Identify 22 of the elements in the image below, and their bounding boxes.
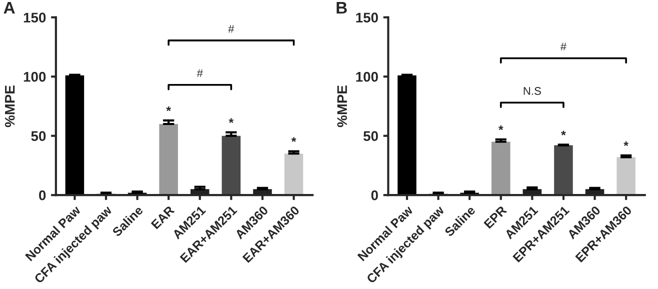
annotation: * — [166, 106, 172, 112]
y-tick-label: 50 — [31, 131, 46, 141]
annotation: # — [196, 69, 203, 78]
y-tick-label: 100 — [24, 72, 46, 82]
y-axis-title: %MPE — [4, 86, 15, 128]
y-axis-title: %MPE — [337, 86, 347, 128]
annotation: * — [291, 137, 296, 142]
y-tick-label: 0 — [39, 190, 46, 200]
y-tick-label: 0 — [371, 190, 378, 200]
annotation: * — [228, 118, 234, 123]
annotation: N.S — [524, 87, 541, 95]
y-tick-label: 100 — [356, 72, 378, 82]
y-tick-label: 150 — [24, 12, 46, 23]
y-tick-label: 150 — [356, 12, 378, 23]
chart-title: A — [4, 2, 15, 14]
annotation: * — [498, 125, 504, 130]
annotation: * — [561, 130, 566, 136]
annotation: # — [228, 24, 234, 33]
chart-title: B — [336, 2, 347, 14]
annotation: # — [560, 42, 567, 50]
annotation: * — [624, 141, 628, 146]
y-tick-label: 50 — [363, 131, 378, 141]
